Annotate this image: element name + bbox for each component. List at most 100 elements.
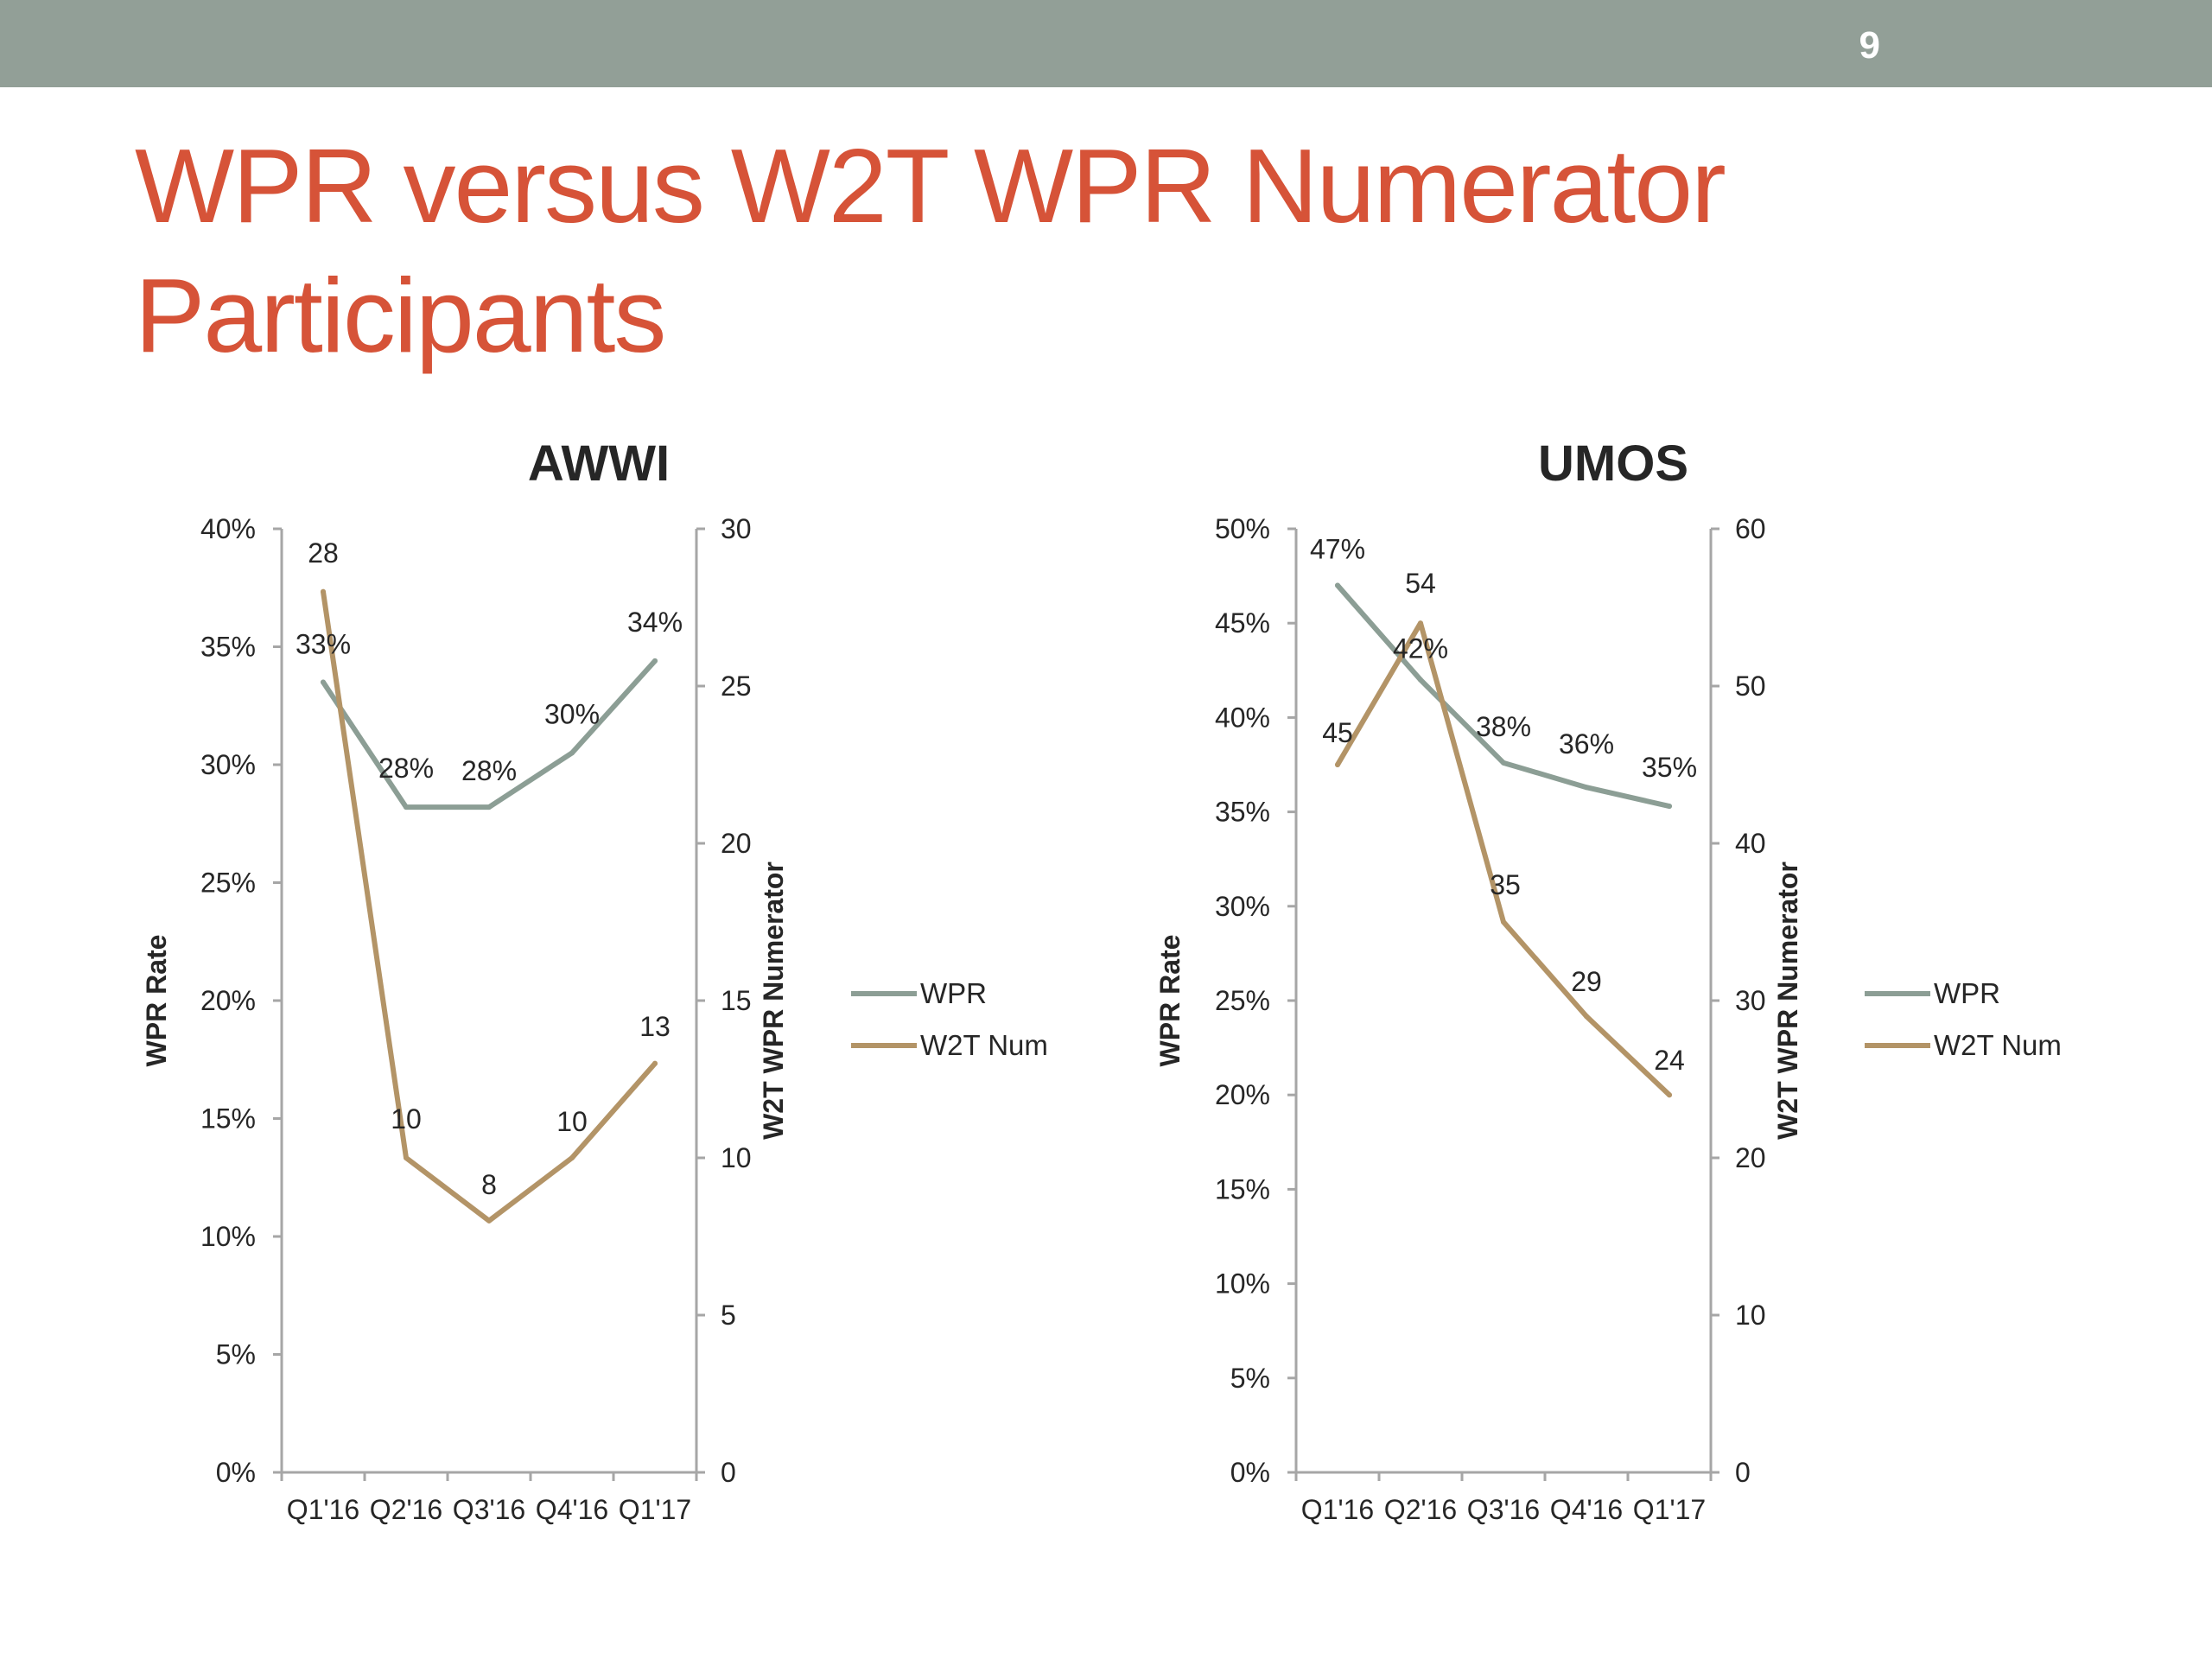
w2t-point bbox=[569, 1155, 575, 1160]
y-tick-label-right: 50 bbox=[1735, 671, 1766, 702]
y-tick-label-right: 0 bbox=[721, 1457, 736, 1488]
w2t-data-label: 24 bbox=[1654, 1045, 1685, 1076]
wpr-data-label: 38% bbox=[1476, 711, 1531, 742]
y-tick-label-left: 35% bbox=[1215, 797, 1270, 828]
x-tick-label: Q1'16 bbox=[287, 1494, 359, 1525]
y-tick-label-left: 20% bbox=[1215, 1079, 1270, 1110]
wpr-data-label: 47% bbox=[1310, 534, 1365, 565]
y-tick-label-left: 5% bbox=[216, 1339, 256, 1370]
x-tick-label: Q3'16 bbox=[453, 1494, 525, 1525]
y-tick-label-left: 25% bbox=[1215, 985, 1270, 1016]
slide-title: WPR versus W2T WPR Numerator Participant… bbox=[135, 127, 1726, 374]
x-tick-label: Q2'16 bbox=[370, 1494, 442, 1525]
wpr-point bbox=[486, 804, 492, 810]
y-axis-title-right: W2T WPR Numerator bbox=[1772, 861, 1803, 1140]
legend-label-w2t: W2T Num bbox=[920, 1029, 1048, 1061]
w2t-point bbox=[321, 588, 326, 594]
legend-label-wpr: WPR bbox=[1934, 977, 2000, 1009]
wpr-data-label: 30% bbox=[544, 698, 600, 729]
y-tick-label-right: 30 bbox=[721, 513, 752, 544]
w2t-data-label: 45 bbox=[1322, 717, 1353, 748]
w2t-data-label: 8 bbox=[481, 1169, 497, 1200]
y-tick-label-left: 0% bbox=[216, 1457, 256, 1488]
wpr-data-label: 33% bbox=[296, 628, 351, 659]
wpr-point bbox=[1584, 785, 1589, 791]
y-tick-label-right: 20 bbox=[1735, 1142, 1766, 1173]
x-tick-label: Q3'16 bbox=[1467, 1494, 1540, 1525]
w2t-data-label: 35 bbox=[1490, 869, 1521, 900]
wpr-data-label: 34% bbox=[627, 607, 683, 638]
chart-title: AWWI bbox=[528, 435, 670, 492]
y-tick-label-left: 0% bbox=[1230, 1457, 1270, 1488]
y-axis-title-left: WPR Rate bbox=[1154, 935, 1185, 1067]
x-tick-label: Q1'16 bbox=[1301, 1494, 1374, 1525]
w2t-point bbox=[1501, 919, 1506, 925]
y-tick-label-left: 10% bbox=[200, 1221, 256, 1252]
y-tick-label-right: 5 bbox=[721, 1300, 736, 1331]
w2t-point bbox=[1418, 620, 1423, 626]
y-tick-label-left: 30% bbox=[1215, 891, 1270, 922]
y-tick-label-left: 30% bbox=[200, 749, 256, 780]
y-tick-label-left: 40% bbox=[1215, 702, 1270, 733]
w2t-point bbox=[1584, 1014, 1589, 1020]
wpr-series-line bbox=[1335, 582, 1672, 810]
y-axis-title-left: WPR Rate bbox=[141, 935, 172, 1067]
wpr-point bbox=[652, 658, 658, 664]
wpr-data-label: 28% bbox=[378, 753, 434, 784]
y-tick-label-right: 60 bbox=[1735, 513, 1766, 544]
w2t-series-line bbox=[1335, 620, 1672, 1098]
w2t-point bbox=[652, 1060, 658, 1066]
header-bar: 9 bbox=[0, 0, 2212, 87]
wpr-data-label: 35% bbox=[1642, 752, 1697, 783]
wpr-data-label: 36% bbox=[1559, 728, 1614, 760]
y-tick-label-right: 25 bbox=[721, 671, 752, 702]
y-tick-label-right: 10 bbox=[721, 1142, 752, 1173]
y-tick-label-left: 15% bbox=[1215, 1173, 1270, 1205]
x-tick-label: Q4'16 bbox=[1550, 1494, 1623, 1525]
wpr-point bbox=[1418, 677, 1423, 683]
y-tick-label-right: 10 bbox=[1735, 1300, 1766, 1331]
y-tick-label-left: 5% bbox=[1230, 1363, 1270, 1394]
w2t-point bbox=[1667, 1092, 1672, 1098]
w2t-data-label: 29 bbox=[1571, 966, 1602, 997]
y-tick-label-right: 15 bbox=[721, 985, 752, 1016]
y-tick-label-left: 25% bbox=[200, 868, 256, 899]
y-axis-title-right: W2T WPR Numerator bbox=[758, 861, 789, 1140]
x-tick-label: Q2'16 bbox=[1384, 1494, 1457, 1525]
w2t-data-label: 10 bbox=[391, 1103, 422, 1135]
page-number: 9 bbox=[1859, 24, 1880, 67]
y-tick-label-left: 40% bbox=[200, 513, 256, 544]
y-tick-label-left: 15% bbox=[200, 1103, 256, 1135]
y-tick-label-left: 45% bbox=[1215, 607, 1270, 639]
w2t-data-label: 28 bbox=[308, 537, 339, 569]
wpr-data-label: 28% bbox=[461, 755, 517, 786]
x-tick-label: Q1'17 bbox=[619, 1494, 691, 1525]
wpr-data-label: 42% bbox=[1393, 633, 1448, 664]
y-tick-label-right: 20 bbox=[721, 828, 752, 859]
w2t-point bbox=[1335, 762, 1340, 767]
w2t-point bbox=[404, 1155, 409, 1160]
w2t-series-line bbox=[321, 588, 658, 1224]
x-tick-label: Q4'16 bbox=[536, 1494, 608, 1525]
w2t-data-label: 54 bbox=[1405, 568, 1436, 599]
chart-title: UMOS bbox=[1538, 435, 1688, 492]
w2t-point bbox=[486, 1217, 492, 1224]
y-tick-label-left: 10% bbox=[1215, 1268, 1270, 1300]
wpr-point bbox=[569, 750, 575, 756]
x-tick-label: Q1'17 bbox=[1633, 1494, 1706, 1525]
legend-label-w2t: W2T Num bbox=[1934, 1029, 2062, 1061]
y-tick-label-right: 40 bbox=[1735, 828, 1766, 859]
wpr-point bbox=[1667, 804, 1672, 810]
y-tick-label-right: 0 bbox=[1735, 1457, 1751, 1488]
wpr-point bbox=[1335, 582, 1340, 588]
wpr-point bbox=[404, 804, 409, 810]
y-tick-label-right: 30 bbox=[1735, 985, 1766, 1016]
wpr-point bbox=[321, 679, 326, 685]
y-tick-label-left: 50% bbox=[1215, 513, 1270, 544]
y-tick-label-left: 35% bbox=[200, 632, 256, 663]
w2t-data-label: 13 bbox=[639, 1011, 671, 1042]
wpr-point bbox=[1501, 760, 1506, 766]
y-tick-label-left: 20% bbox=[200, 985, 256, 1016]
w2t-data-label: 10 bbox=[556, 1106, 588, 1137]
